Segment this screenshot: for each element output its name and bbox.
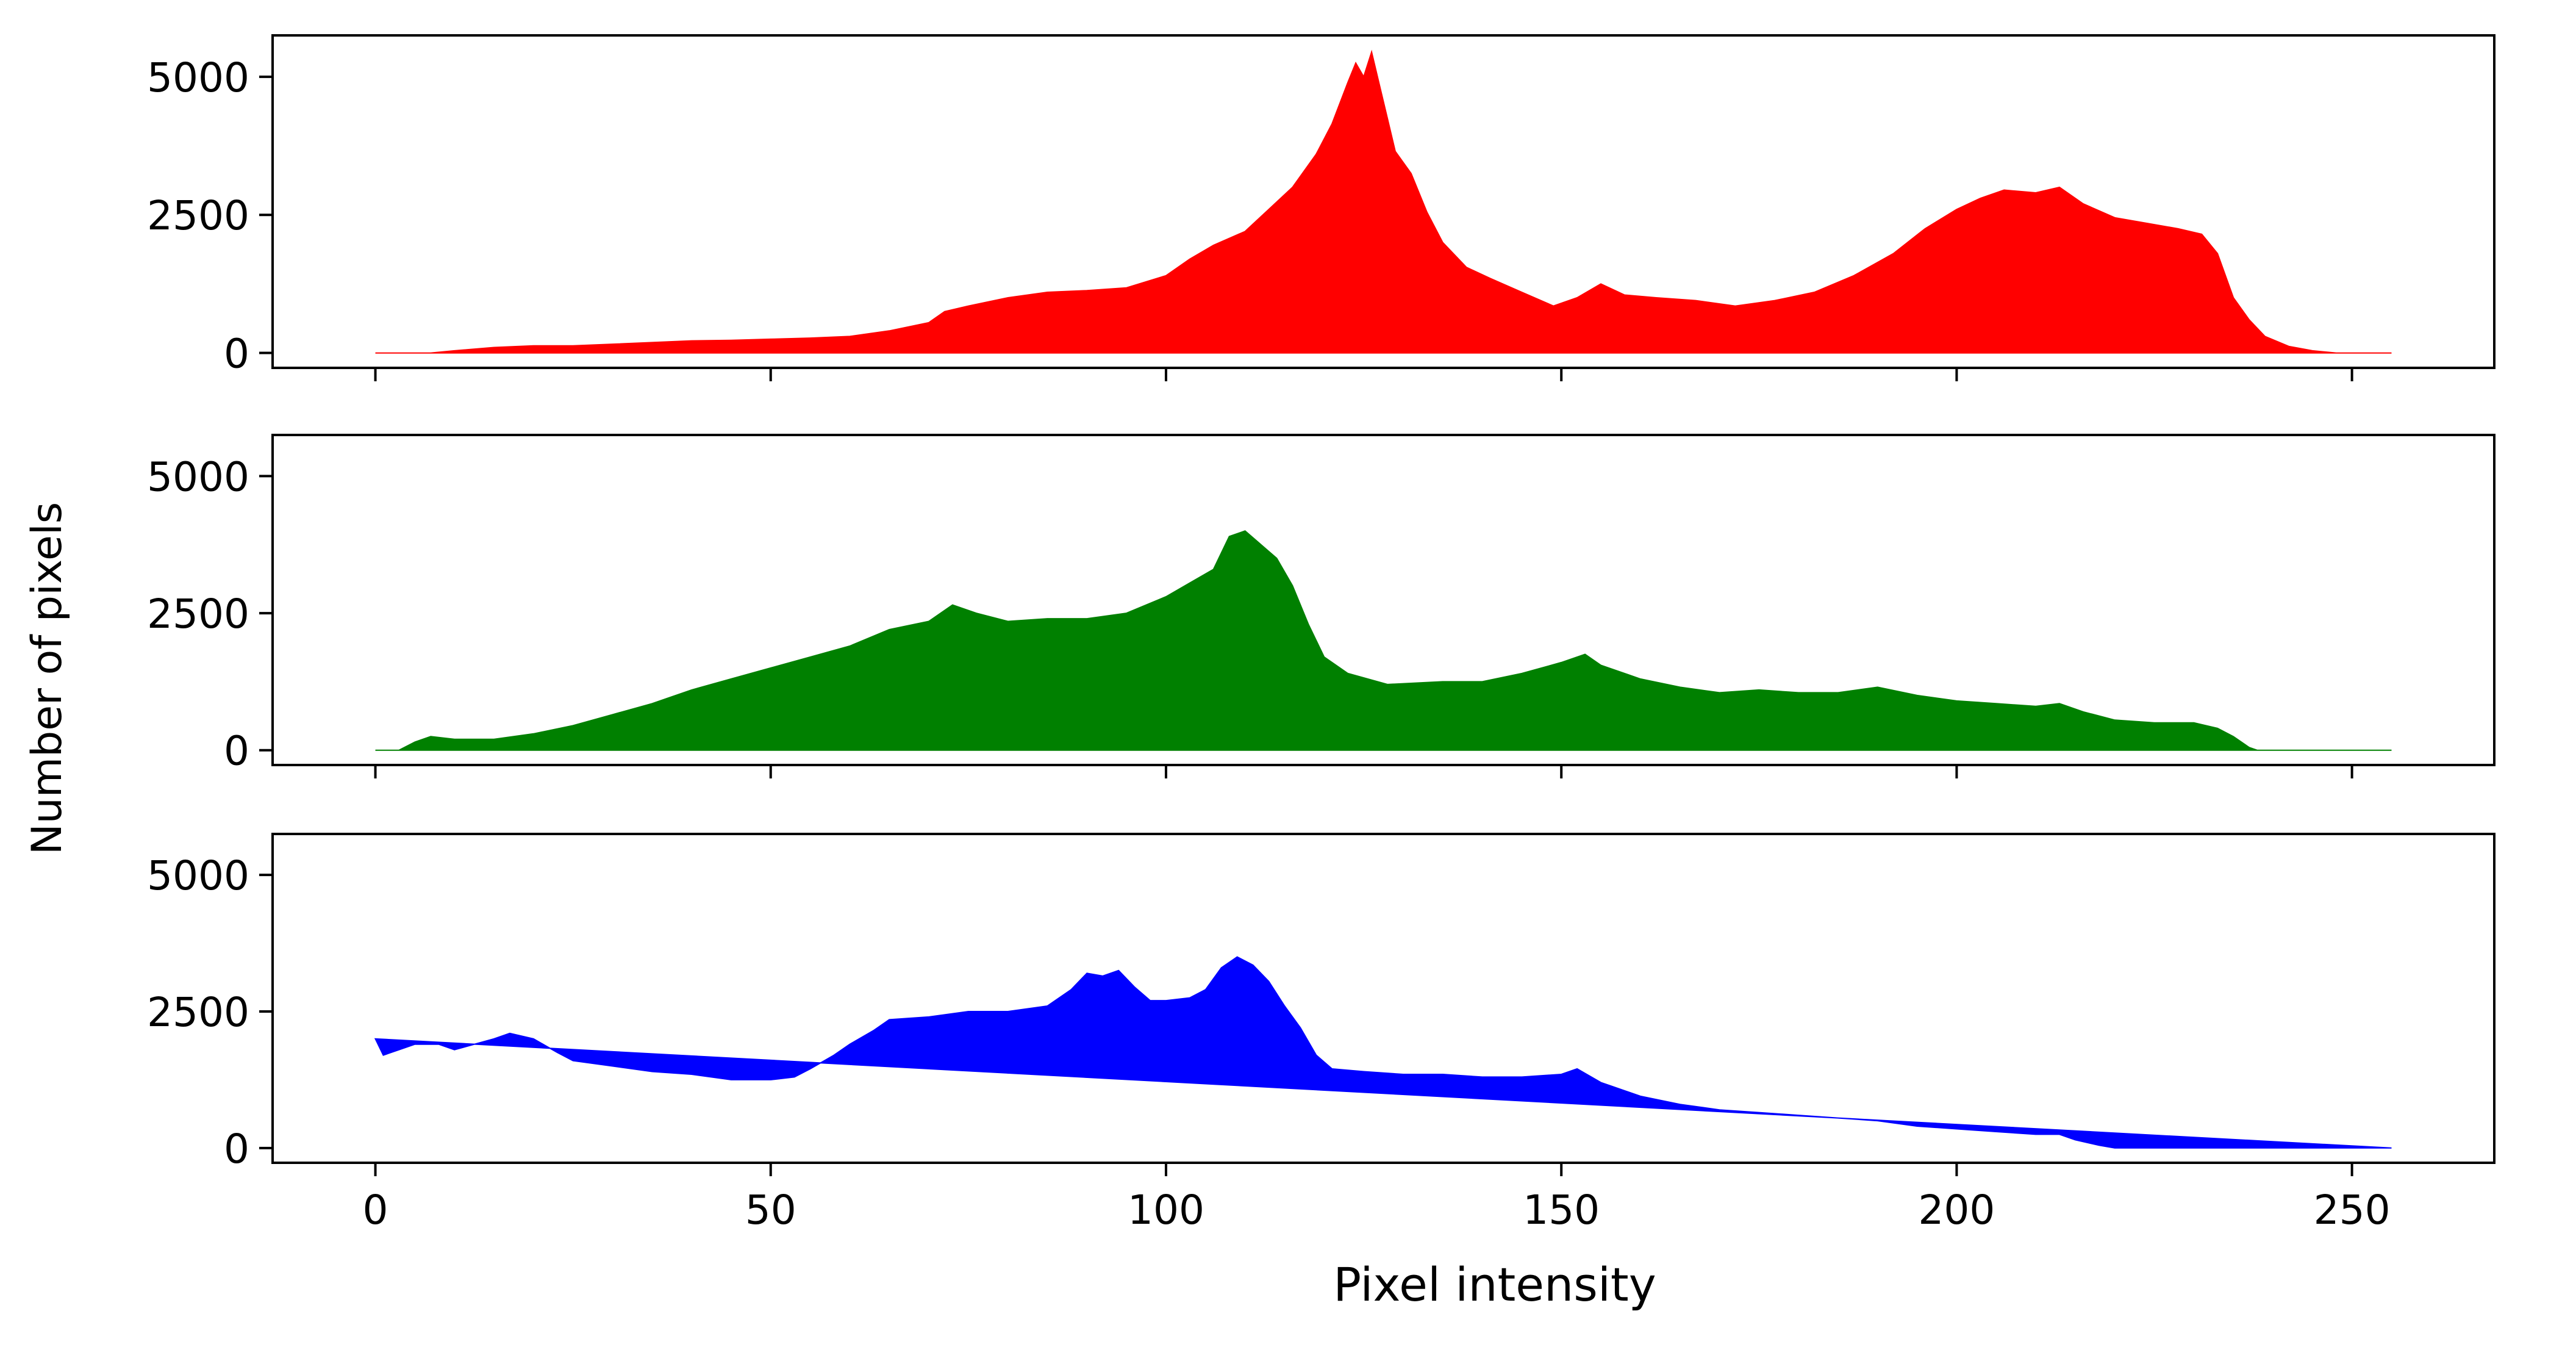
panel-frame-3 [271,833,2496,1164]
panel-1: 0 2500 5000 [147,34,2496,381]
panel-2: 0 2500 5000 [147,434,2496,778]
y-tick-label-3-1: 2500 [147,989,249,1036]
panel-3: 0 2500 5000 0 50 100 150 200 250 [147,833,2496,1234]
x-tick-label-4: 200 [1918,1187,1995,1234]
series-area-2 [375,530,2392,751]
x-tick-label-5: 250 [2314,1187,2391,1234]
x-tick-label-2: 100 [1128,1187,1204,1234]
panel-frame-1 [271,34,2496,369]
x-tick-label-1: 50 [745,1187,796,1234]
y-tick-label-1-2: 5000 [147,54,249,101]
y-axis-label: Number of pixels [23,502,71,855]
x-tick-label-3: 150 [1523,1187,1600,1234]
y-tick-label-1-1: 2500 [147,192,249,239]
y-tick-label-2-2: 5000 [147,453,249,500]
x-axis-label: Pixel intensity [1333,1257,1656,1312]
y-tick-label-2-1: 2500 [147,591,249,638]
y-tick-label-3-0: 0 [224,1126,249,1173]
y-tick-label-3-2: 5000 [147,852,249,899]
y-tick-label-1-0: 0 [224,331,249,378]
panel-frame-2 [271,434,2496,766]
x-tick-label-0: 0 [363,1187,388,1234]
y-tick-label-2-0: 0 [224,728,249,775]
series-area-1 [375,49,2392,354]
series-area-3 [374,956,2392,1149]
